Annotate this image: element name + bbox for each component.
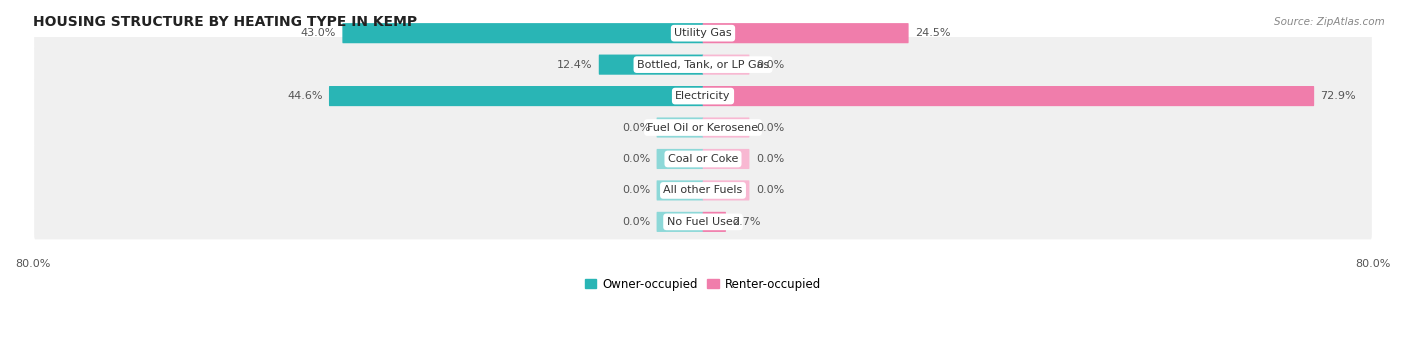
Text: Coal or Coke: Coal or Coke xyxy=(668,154,738,164)
Text: 72.9%: 72.9% xyxy=(1320,91,1357,101)
Text: No Fuel Used: No Fuel Used xyxy=(666,217,740,227)
FancyBboxPatch shape xyxy=(703,86,1315,106)
FancyBboxPatch shape xyxy=(34,16,1372,51)
FancyBboxPatch shape xyxy=(329,86,703,106)
FancyBboxPatch shape xyxy=(657,149,703,169)
Text: Utility Gas: Utility Gas xyxy=(675,28,731,38)
Text: 0.0%: 0.0% xyxy=(621,186,650,195)
Text: 0.0%: 0.0% xyxy=(756,186,785,195)
FancyBboxPatch shape xyxy=(703,149,749,169)
Legend: Owner-occupied, Renter-occupied: Owner-occupied, Renter-occupied xyxy=(579,273,827,295)
FancyBboxPatch shape xyxy=(34,47,1372,82)
FancyBboxPatch shape xyxy=(657,212,703,232)
FancyBboxPatch shape xyxy=(34,78,1372,114)
Text: 0.0%: 0.0% xyxy=(621,154,650,164)
Text: Bottled, Tank, or LP Gas: Bottled, Tank, or LP Gas xyxy=(637,60,769,70)
Text: 0.0%: 0.0% xyxy=(621,217,650,227)
Text: 0.0%: 0.0% xyxy=(756,60,785,70)
FancyBboxPatch shape xyxy=(657,117,703,138)
Text: 0.0%: 0.0% xyxy=(756,154,785,164)
FancyBboxPatch shape xyxy=(703,212,725,232)
FancyBboxPatch shape xyxy=(34,173,1372,208)
Text: Source: ZipAtlas.com: Source: ZipAtlas.com xyxy=(1274,17,1385,27)
FancyBboxPatch shape xyxy=(34,110,1372,145)
FancyBboxPatch shape xyxy=(657,180,703,201)
Text: 12.4%: 12.4% xyxy=(557,60,592,70)
Text: 2.7%: 2.7% xyxy=(733,217,761,227)
FancyBboxPatch shape xyxy=(703,55,749,75)
Text: Electricity: Electricity xyxy=(675,91,731,101)
FancyBboxPatch shape xyxy=(703,23,908,43)
Text: 43.0%: 43.0% xyxy=(301,28,336,38)
FancyBboxPatch shape xyxy=(34,204,1372,239)
FancyBboxPatch shape xyxy=(703,180,749,201)
Text: 44.6%: 44.6% xyxy=(287,91,322,101)
FancyBboxPatch shape xyxy=(703,117,749,138)
Text: Fuel Oil or Kerosene: Fuel Oil or Kerosene xyxy=(647,122,759,133)
Text: 0.0%: 0.0% xyxy=(756,122,785,133)
FancyBboxPatch shape xyxy=(34,142,1372,177)
FancyBboxPatch shape xyxy=(599,55,703,75)
Text: All other Fuels: All other Fuels xyxy=(664,186,742,195)
FancyBboxPatch shape xyxy=(343,23,703,43)
Text: 24.5%: 24.5% xyxy=(915,28,950,38)
Text: 0.0%: 0.0% xyxy=(621,122,650,133)
Text: HOUSING STRUCTURE BY HEATING TYPE IN KEMP: HOUSING STRUCTURE BY HEATING TYPE IN KEM… xyxy=(32,15,416,29)
